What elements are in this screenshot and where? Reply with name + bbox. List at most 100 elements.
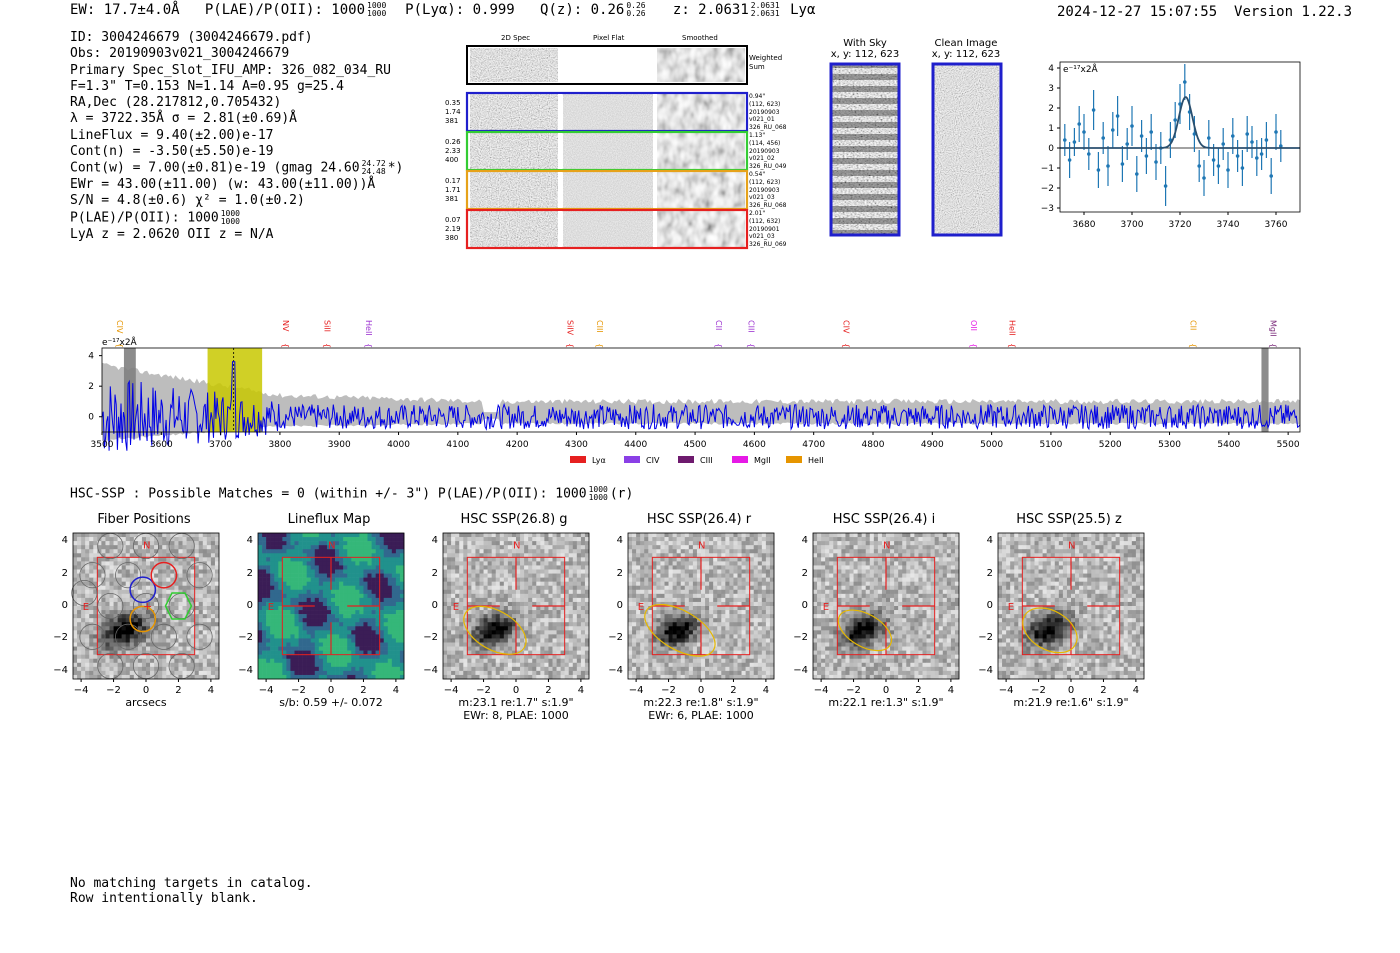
image-pixel [186,601,191,607]
image-pixel [73,589,78,595]
image-pixel [584,670,590,676]
image-pixel [648,561,653,566]
info-radec: RA,Dec (28.217812,0.705432) [70,95,282,111]
image-pixel [576,553,582,558]
map-pixel [371,537,376,542]
image-pixel [648,593,653,599]
image-pixel [656,541,661,546]
map-pixel [302,658,307,664]
image-pixel [733,589,738,595]
image-pixel [471,674,476,680]
image-pixel [89,581,94,587]
y-tick-label: 1 [1048,124,1054,134]
image-pixel [516,569,521,574]
map-pixel [367,650,372,655]
image-pixel [556,642,561,647]
image-pixel [705,585,710,591]
map-pixel [318,541,324,546]
map-pixel [258,610,263,615]
image-pixel [745,601,750,607]
image-pixel [77,553,82,558]
image-pixel [640,545,645,550]
image-pixel [467,610,472,615]
image-pixel [170,577,175,582]
image-pixel [717,593,722,599]
image-pixel [761,537,767,542]
image-pixel [503,614,509,619]
image-pixel [109,630,114,635]
data-point [1163,184,1168,188]
map-pixel [326,541,332,546]
image-pixel [214,654,220,660]
image-pixel [507,533,513,538]
map-pixel [322,553,328,558]
image-pixel [672,585,677,591]
map-pixel [347,614,352,619]
image-pixel [511,614,517,619]
image-pixel [154,606,159,611]
map-pixel [347,557,352,562]
image-pixel [182,630,187,635]
map-pixel [371,642,376,647]
map-pixel [270,662,275,668]
image-pixel [576,577,582,582]
image-pixel [487,573,492,578]
image-pixel [745,585,750,591]
image-pixel [186,585,191,591]
image-pixel [499,670,505,676]
map-pixel [306,638,312,643]
image-pixel [117,545,122,550]
map-pixel [286,577,291,582]
map-pixel [331,654,336,660]
map-pixel [383,553,389,558]
map-pixel [326,553,332,558]
image-pixel [688,577,694,582]
image-pixel [73,634,78,639]
image-pixel [447,662,452,668]
image-pixel [97,577,102,582]
image-pixel [552,658,557,664]
image-pixel [487,557,492,562]
image-pixel [544,642,549,647]
image-pixel [548,650,553,655]
image-pixel [150,634,155,639]
fiber-circle [79,562,106,589]
image-pixel [210,565,216,570]
image-pixel [190,541,195,546]
map-pixel [314,670,320,676]
y-tick-label: −3 [1041,204,1054,214]
map-pixel [286,585,291,591]
image-pixel [745,589,750,595]
image-pixel [495,601,501,607]
image-pixel [73,662,78,668]
map-pixel [302,565,307,570]
image-pixel [511,557,517,562]
image-pixel [548,674,553,680]
image-pixel [668,601,673,607]
map-pixel [331,585,336,591]
image-pixel [749,533,755,538]
image-pixel [210,666,216,672]
image-pixel [475,557,480,562]
image-pixel [644,545,649,550]
map-pixel [371,533,376,538]
image-pixel [717,610,722,615]
image-pixel [548,585,553,591]
plya-value: P(Lyα): 0.999 [405,2,515,18]
hsc-panel-caption: s/b: 0.59 +/- 0.072 [279,696,383,709]
image-pixel [749,610,755,615]
image-pixel [483,545,488,550]
image-pixel [516,666,521,672]
image-pixel [568,638,574,643]
image-pixel [451,585,456,591]
image-pixel [548,569,553,574]
image-pixel [447,597,452,603]
map-pixel [258,654,263,660]
map-pixel [298,573,303,578]
map-pixel [399,606,405,611]
image-pixel [186,573,191,578]
image-pixel [524,634,529,639]
image-pixel [194,581,200,587]
image-pixel [701,537,706,542]
map-pixel [290,533,295,538]
